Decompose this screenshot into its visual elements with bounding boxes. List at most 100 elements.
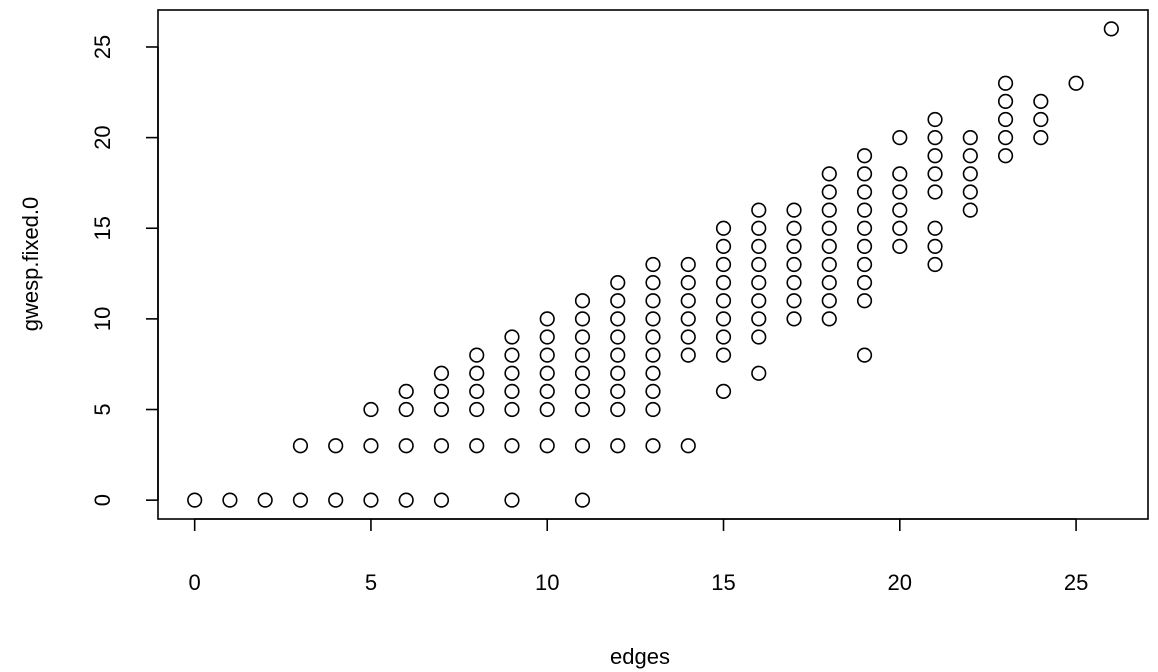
- data-point: [292, 492, 309, 508]
- data-point: [1033, 111, 1049, 128]
- data-point: [363, 401, 379, 418]
- data-point: [892, 166, 908, 182]
- data-point: [751, 256, 767, 273]
- data-point: [892, 238, 908, 254]
- data-point: [574, 329, 591, 345]
- data-point: [751, 293, 767, 309]
- data-point: [962, 202, 978, 218]
- data-point: [786, 256, 802, 273]
- data-point: [539, 438, 555, 454]
- data-point: [645, 256, 661, 273]
- x-tick-label: 15: [711, 570, 735, 595]
- data-point: [539, 311, 555, 327]
- data-point: [715, 275, 732, 291]
- data-point: [504, 329, 520, 345]
- data-point: [574, 401, 591, 418]
- data-point: [645, 365, 661, 381]
- data-point: [927, 256, 943, 273]
- x-tick-label: 10: [535, 570, 559, 595]
- x-tick-label: 5: [365, 570, 377, 595]
- data-point: [856, 347, 873, 363]
- y-tick-label: 0: [90, 494, 115, 506]
- data-point: [292, 438, 309, 454]
- data-point: [610, 401, 626, 418]
- data-point: [645, 275, 661, 291]
- data-point: [328, 492, 344, 508]
- data-point: [363, 438, 379, 454]
- data-point: [821, 184, 837, 200]
- data-point: [927, 130, 943, 146]
- data-point: [786, 293, 802, 309]
- data-point: [1033, 93, 1049, 109]
- data-point: [856, 275, 873, 291]
- data-point: [821, 293, 837, 309]
- data-point: [469, 365, 485, 381]
- x-tick-label: 25: [1064, 570, 1088, 595]
- data-point: [821, 238, 837, 254]
- data-point: [751, 202, 767, 218]
- data-point: [997, 93, 1014, 109]
- data-point: [610, 275, 626, 291]
- data-point: [715, 311, 732, 327]
- data-point: [786, 311, 802, 327]
- y-tick-label: 15: [90, 216, 115, 240]
- data-point: [821, 275, 837, 291]
- y-tick-label: 10: [90, 307, 115, 331]
- data-point: [680, 256, 696, 273]
- data-point: [680, 275, 696, 291]
- data-point: [645, 311, 661, 327]
- data-point: [574, 438, 591, 454]
- data-point: [962, 166, 978, 182]
- data-point: [398, 383, 414, 399]
- data-point: [504, 347, 520, 363]
- data-point: [610, 438, 626, 454]
- data-point: [997, 75, 1014, 91]
- data-point: [469, 401, 485, 418]
- data-point: [821, 311, 837, 327]
- y-tick-label: 25: [90, 35, 115, 59]
- data-point: [257, 492, 273, 508]
- data-point: [398, 492, 414, 508]
- data-point: [504, 383, 520, 399]
- data-point: [574, 293, 591, 309]
- data-point: [751, 220, 767, 236]
- data-point: [539, 365, 555, 381]
- data-point: [856, 184, 873, 200]
- data-point: [645, 329, 661, 345]
- data-point: [715, 347, 732, 363]
- data-point: [469, 383, 485, 399]
- data-point: [751, 329, 767, 345]
- data-point: [715, 293, 732, 309]
- data-point: [927, 148, 943, 164]
- data-points: [187, 21, 1119, 508]
- data-point: [645, 401, 661, 418]
- data-point: [786, 202, 802, 218]
- data-point: [539, 329, 555, 345]
- data-point: [574, 492, 591, 508]
- data-point: [469, 438, 485, 454]
- y-axis-label: gwesp.fixed.0: [18, 197, 43, 332]
- data-point: [398, 401, 414, 418]
- data-point: [856, 293, 873, 309]
- data-point: [610, 329, 626, 345]
- data-point: [680, 347, 696, 363]
- data-point: [786, 275, 802, 291]
- data-point: [715, 383, 732, 399]
- data-point: [222, 492, 238, 508]
- data-point: [504, 365, 520, 381]
- data-point: [574, 383, 591, 399]
- data-point: [645, 383, 661, 399]
- data-point: [962, 148, 978, 164]
- y-tick-label: 5: [90, 403, 115, 415]
- data-point: [786, 220, 802, 236]
- data-point: [927, 166, 943, 182]
- data-point: [715, 329, 732, 345]
- data-point: [504, 492, 520, 508]
- data-point: [997, 111, 1014, 128]
- data-point: [680, 311, 696, 327]
- data-point: [821, 202, 837, 218]
- data-point: [751, 238, 767, 254]
- data-point: [398, 438, 414, 454]
- data-point: [751, 311, 767, 327]
